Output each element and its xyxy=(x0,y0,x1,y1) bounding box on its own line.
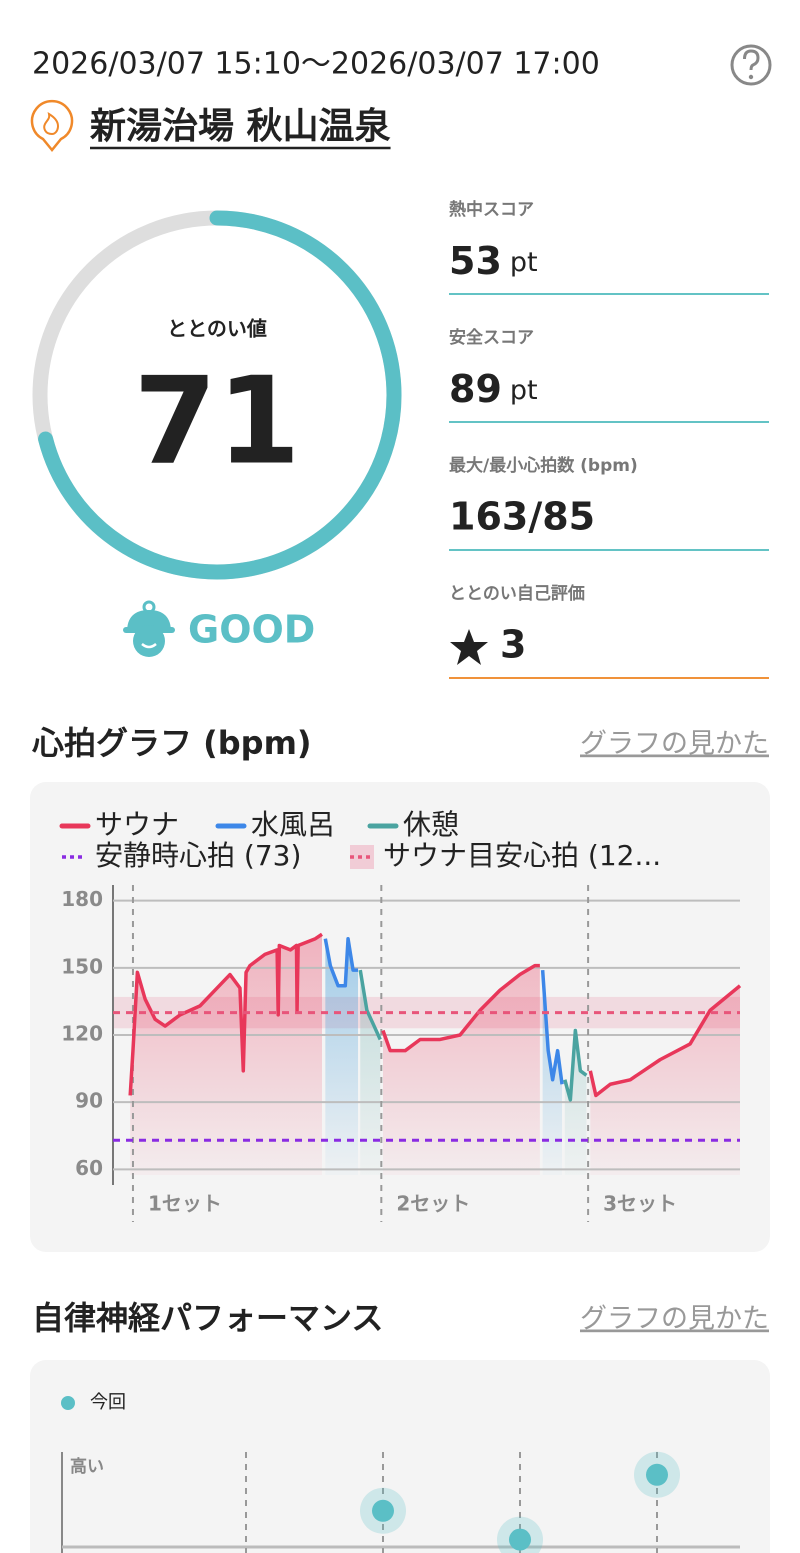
grade: GOOD xyxy=(188,608,315,652)
stat-unit: pt xyxy=(510,375,538,406)
area xyxy=(325,938,563,1175)
stat-value: 89 pt xyxy=(449,367,538,411)
grade-icon xyxy=(123,600,175,657)
point xyxy=(509,1528,531,1551)
stat-label: 最大/最小心拍数 (bpm) xyxy=(449,455,638,476)
hr-line xyxy=(128,932,742,1098)
area xyxy=(130,934,740,1175)
hr-line xyxy=(358,969,588,1102)
help-link[interactable]: グラフの見かた xyxy=(580,729,769,760)
y-tick-label: 180 xyxy=(61,887,103,911)
set-label: 3セット xyxy=(603,1192,677,1216)
stat-value[interactable]: 3 xyxy=(500,623,526,667)
y-tick-label: 150 xyxy=(61,954,103,978)
stat-value: 53 pt xyxy=(449,239,538,283)
stat-number: 53 xyxy=(449,239,502,283)
legend-label: 今回 xyxy=(90,1392,126,1413)
hr-line xyxy=(323,936,564,1085)
score-label: ととのい値 xyxy=(167,317,267,341)
set-label: 1セット xyxy=(148,1192,222,1216)
help-icon[interactable] xyxy=(730,44,772,86)
legend-dot xyxy=(61,1396,75,1410)
score-ring xyxy=(38,210,402,580)
stat-unit: pt xyxy=(510,247,538,278)
chart-panel xyxy=(30,1360,770,1553)
point xyxy=(646,1463,668,1486)
y-tick-label: 120 xyxy=(61,1022,103,1046)
score-value: 71 xyxy=(134,353,301,492)
y-high-label: 高い xyxy=(70,1456,104,1477)
date-range: 2026/03/07 15:10〜2026/03/07 17:00 xyxy=(32,47,600,82)
point xyxy=(372,1499,394,1522)
facility-icon xyxy=(30,99,74,152)
help-link[interactable]: グラフの見かた xyxy=(580,1304,769,1335)
section-title: 心拍グラフ (bpm) xyxy=(32,724,312,762)
stat-number: 89 xyxy=(449,367,502,411)
star-icon xyxy=(450,629,488,665)
legend-label: 水風呂 xyxy=(251,808,335,841)
legend-label: 安静時心拍 (73) xyxy=(95,839,301,872)
legend-label: 休憩 xyxy=(403,808,459,841)
y-tick-label: 90 xyxy=(75,1089,103,1113)
stat-label: ととのい自己評価 xyxy=(449,583,585,604)
facility-name[interactable]: 新湯治場 秋山温泉 xyxy=(90,106,391,147)
y-tick-label: 60 xyxy=(75,1156,103,1180)
section-title: 自律神経パフォーマンス xyxy=(32,1299,383,1337)
legend-label: サウナ xyxy=(95,808,179,841)
stat-label: 安全スコア xyxy=(449,327,534,348)
legend-label: サウナ目安心拍 (12... xyxy=(383,839,661,872)
set-label: 2セット xyxy=(396,1192,470,1216)
stat-label: 熱中スコア xyxy=(449,199,534,220)
stat-value: 163/85 xyxy=(449,495,595,539)
